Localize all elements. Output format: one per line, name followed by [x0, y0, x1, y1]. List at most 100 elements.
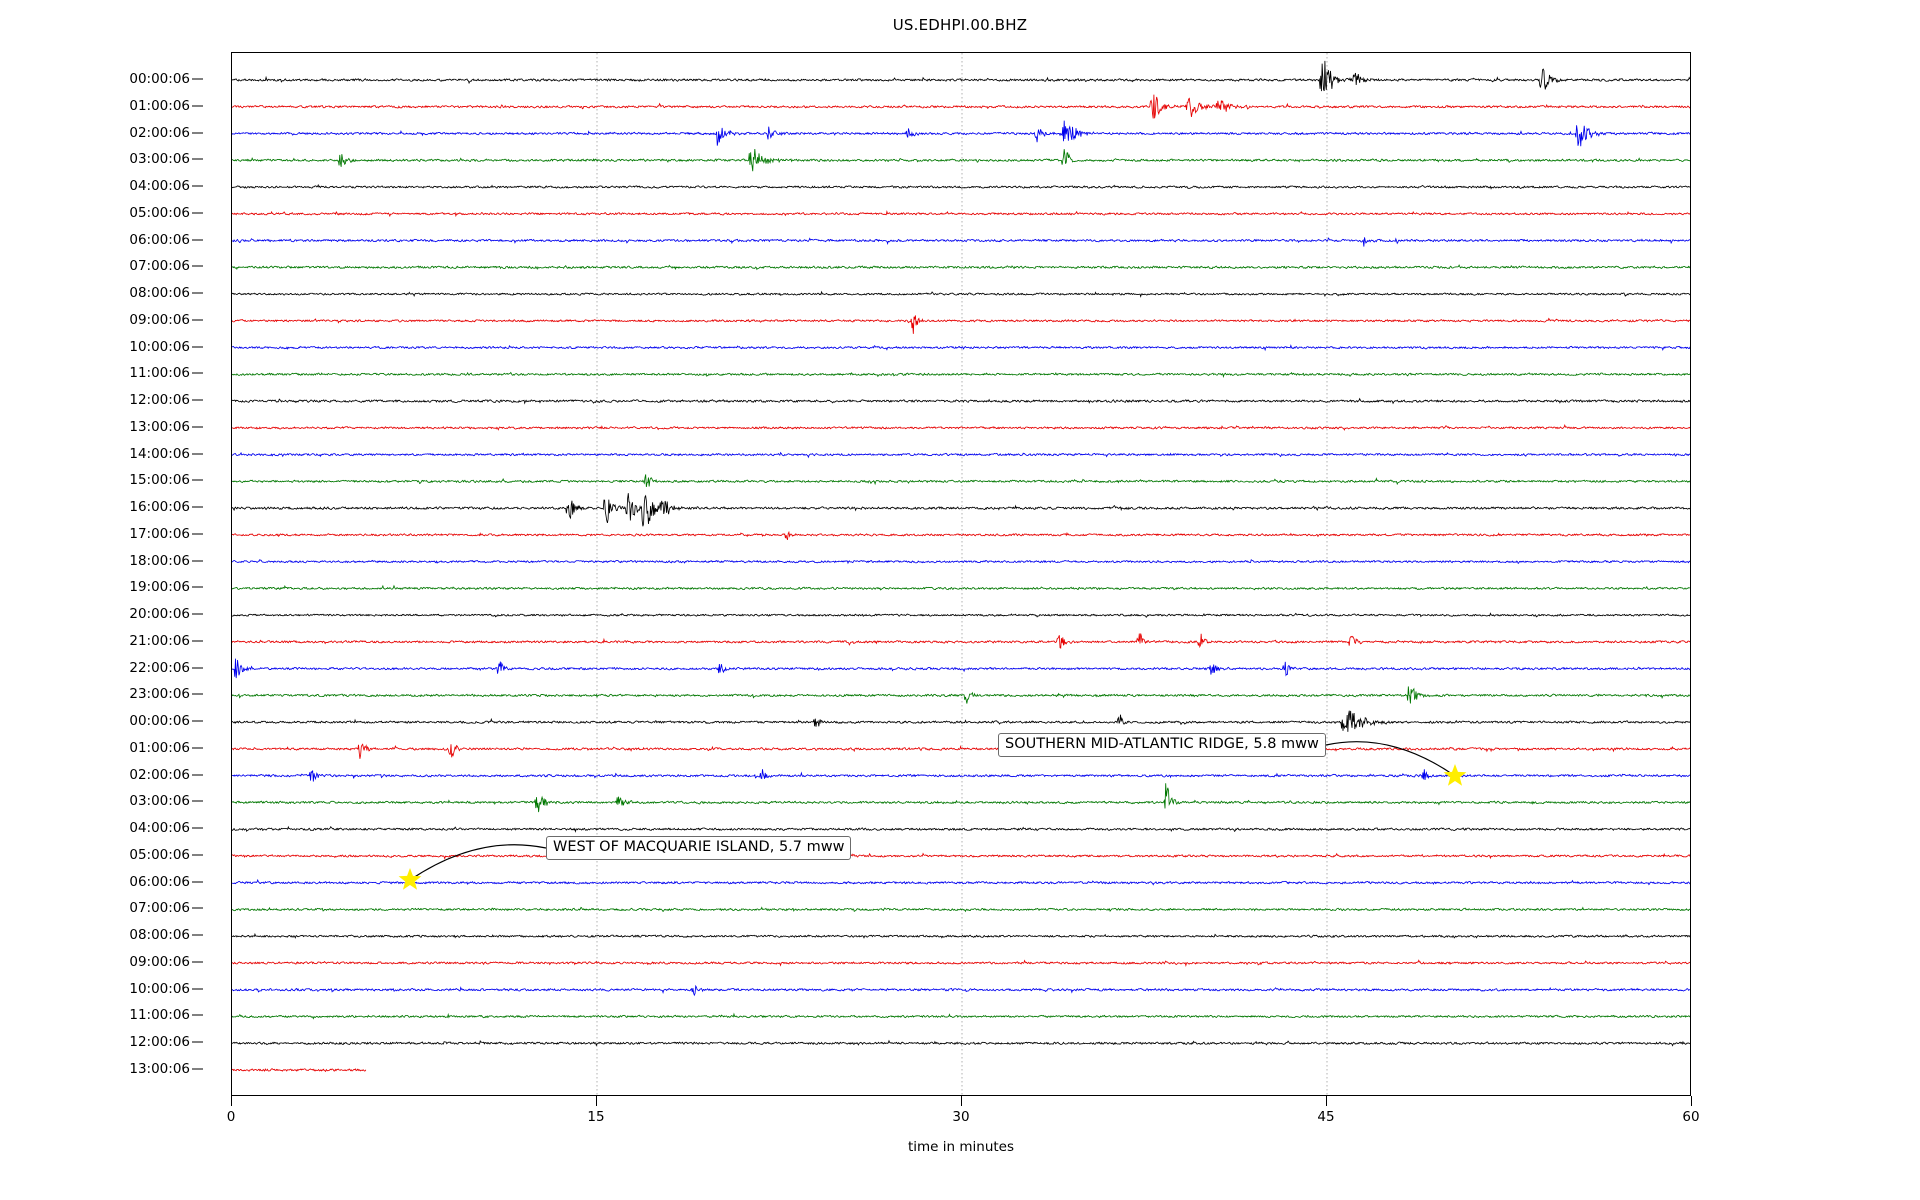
- trace-row-0: [232, 60, 1690, 92]
- trace-row-9: [232, 315, 1690, 334]
- y-tick-label-12: 12:00:06: [129, 392, 190, 409]
- x-tick-mark: [596, 1096, 597, 1106]
- y-tick-mark: [192, 185, 203, 187]
- trace-row-23: [232, 686, 1690, 704]
- y-tick-label-20: 20:00:06: [129, 606, 190, 623]
- x-tick-label-30: 30: [952, 1109, 970, 1125]
- annotation-box-west-of-macquarie-island[interactable]: WEST OF MACQUARIE ISLAND, 5.7 mww: [546, 836, 852, 861]
- trace-row-11: [232, 371, 1690, 378]
- trace-row-14: [232, 451, 1690, 459]
- y-tick-label-27: 03:00:06: [129, 793, 190, 810]
- y-tick-label-3: 03:00:06: [129, 151, 190, 168]
- y-tick-mark: [192, 747, 203, 749]
- y-tick-label-10: 10:00:06: [129, 338, 190, 355]
- plot-area: [231, 52, 1691, 1096]
- y-tick-label-34: 10:00:06: [129, 980, 190, 997]
- trace-row-16: [232, 493, 1690, 527]
- y-tick-mark: [192, 319, 203, 321]
- y-tick-label-36: 12:00:06: [129, 1034, 190, 1051]
- y-tick-label-16: 16:00:06: [129, 499, 190, 516]
- x-tick-mark: [961, 1096, 962, 1106]
- y-tick-label-0: 00:00:06: [129, 71, 190, 87]
- trace-row-8: [232, 290, 1690, 298]
- y-tick-mark: [192, 774, 203, 776]
- x-tick-label-15: 15: [587, 1109, 605, 1125]
- y-tick-mark: [192, 346, 203, 348]
- page-title: US.EDHPI.00.BHZ: [892, 16, 1028, 34]
- y-tick-mark: [192, 372, 203, 374]
- y-tick-mark: [192, 1041, 203, 1043]
- y-axis-labels: 00:00:06 01:00:06 02:00:06 03:00:06 04:00:06…: [0, 52, 231, 1096]
- y-tick-label-35: 11:00:06: [129, 1007, 190, 1024]
- trace-row-3: [232, 148, 1690, 172]
- trace-row-17: [232, 530, 1690, 541]
- y-tick-mark: [192, 399, 203, 401]
- y-tick-mark: [192, 1014, 203, 1016]
- trace-row-2: [232, 120, 1690, 147]
- y-tick-label-24: 00:00:06: [129, 713, 190, 730]
- y-tick-label-32: 08:00:06: [129, 927, 190, 944]
- x-tick-mark: [1691, 1096, 1692, 1106]
- y-tick-mark: [192, 961, 203, 963]
- y-tick-label-25: 01:00:06: [129, 739, 190, 756]
- trace-row-10: [232, 344, 1690, 352]
- trace-row-37: [232, 1068, 367, 1073]
- trace-row-20: [232, 612, 1690, 618]
- y-tick-label-15: 15:00:06: [129, 472, 190, 489]
- y-tick-label-2: 02:00:06: [129, 124, 190, 141]
- y-tick-mark: [192, 533, 203, 535]
- trace-row-36: [232, 1039, 1690, 1047]
- y-tick-label-37: 13:00:06: [129, 1061, 190, 1077]
- trace-row-4: [232, 183, 1690, 190]
- y-tick-mark: [192, 1068, 203, 1070]
- y-tick-label-29: 05:00:06: [129, 846, 190, 863]
- trace-row-33: [232, 959, 1690, 967]
- trace-row-31: [232, 906, 1690, 913]
- y-tick-mark: [192, 265, 203, 267]
- trace-row-28: [232, 825, 1690, 833]
- y-tick-label-18: 18:00:06: [129, 552, 190, 569]
- y-tick-mark: [192, 78, 203, 80]
- trace-row-26: [232, 769, 1690, 782]
- annotation-box-southern-mid-atlantic-ridge[interactable]: SOUTHERN MID-ATLANTIC RIDGE, 5.8 mww: [998, 733, 1326, 758]
- y-tick-label-13: 13:00:06: [129, 418, 190, 435]
- y-tick-mark: [192, 158, 203, 160]
- y-tick-mark: [192, 907, 203, 909]
- x-tick-mark: [231, 1096, 232, 1106]
- y-tick-mark: [192, 132, 203, 133]
- y-tick-mark: [192, 720, 203, 722]
- y-tick-label-9: 09:00:06: [129, 311, 190, 328]
- y-tick-label-19: 19:00:06: [129, 579, 190, 596]
- y-tick-mark: [192, 586, 203, 588]
- trace-row-5: [232, 210, 1690, 218]
- y-tick-mark: [192, 827, 203, 829]
- x-axis-title: time in minutes: [907, 1139, 1015, 1155]
- y-tick-mark: [192, 560, 203, 562]
- trace-canvas: [232, 53, 1690, 1095]
- y-tick-mark: [192, 881, 203, 883]
- y-tick-mark: [192, 105, 203, 107]
- trace-row-1: [232, 94, 1690, 119]
- trace-row-30: [232, 878, 1690, 886]
- trace-row-18: [232, 558, 1690, 565]
- y-tick-label-28: 04:00:06: [129, 820, 190, 837]
- y-tick-label-31: 07:00:06: [129, 900, 190, 917]
- y-tick-mark: [192, 239, 203, 241]
- y-tick-mark: [192, 506, 203, 508]
- x-tick-label-0: 0: [226, 1109, 236, 1125]
- y-tick-label-33: 09:00:06: [129, 953, 190, 970]
- trace-row-15: [232, 474, 1690, 488]
- y-tick-mark: [192, 292, 203, 294]
- y-tick-label-6: 06:00:06: [129, 231, 190, 248]
- y-tick-label-23: 23:00:06: [129, 686, 190, 703]
- y-tick-mark: [192, 988, 203, 990]
- trace-row-22: [232, 658, 1690, 679]
- y-tick-mark: [192, 613, 203, 615]
- x-axis-labels: 0 15 30 45 60: [227, 1096, 1700, 1136]
- y-tick-label-1: 01:00:06: [129, 97, 190, 114]
- y-tick-label-17: 17:00:06: [129, 525, 190, 542]
- y-tick-mark: [192, 667, 203, 669]
- y-tick-mark: [192, 640, 203, 642]
- y-tick-label-30: 06:00:06: [129, 873, 190, 890]
